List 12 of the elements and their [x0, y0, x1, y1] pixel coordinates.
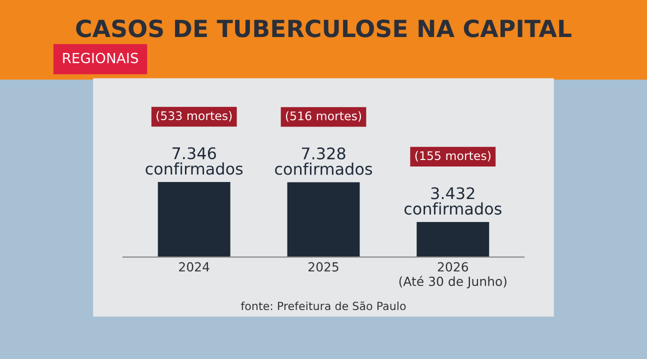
text: (516 mortes) — [286, 111, 362, 122]
data-label: 3.432 confirmados — [404, 187, 502, 215]
data-label: 7.346 confirmados — [146, 147, 243, 175]
text: (155 mortes) — [415, 151, 490, 162]
data-label: 7.328 confirmados — [275, 147, 372, 175]
x-tick-label: 2026 (Até 30 de Junho) — [399, 262, 506, 288]
x-tick-label: 2025 — [308, 262, 338, 272]
text: REGIONAIS — [63, 52, 138, 64]
text: (533 mortes) — [156, 111, 232, 122]
source-note: fonte: Prefeitura de São Paulo — [240, 301, 406, 310]
chart-title: CASOS DE TUBERCULOSE NA CAPITAL — [76, 20, 572, 38]
x-tick-label: 2024 — [179, 262, 210, 272]
